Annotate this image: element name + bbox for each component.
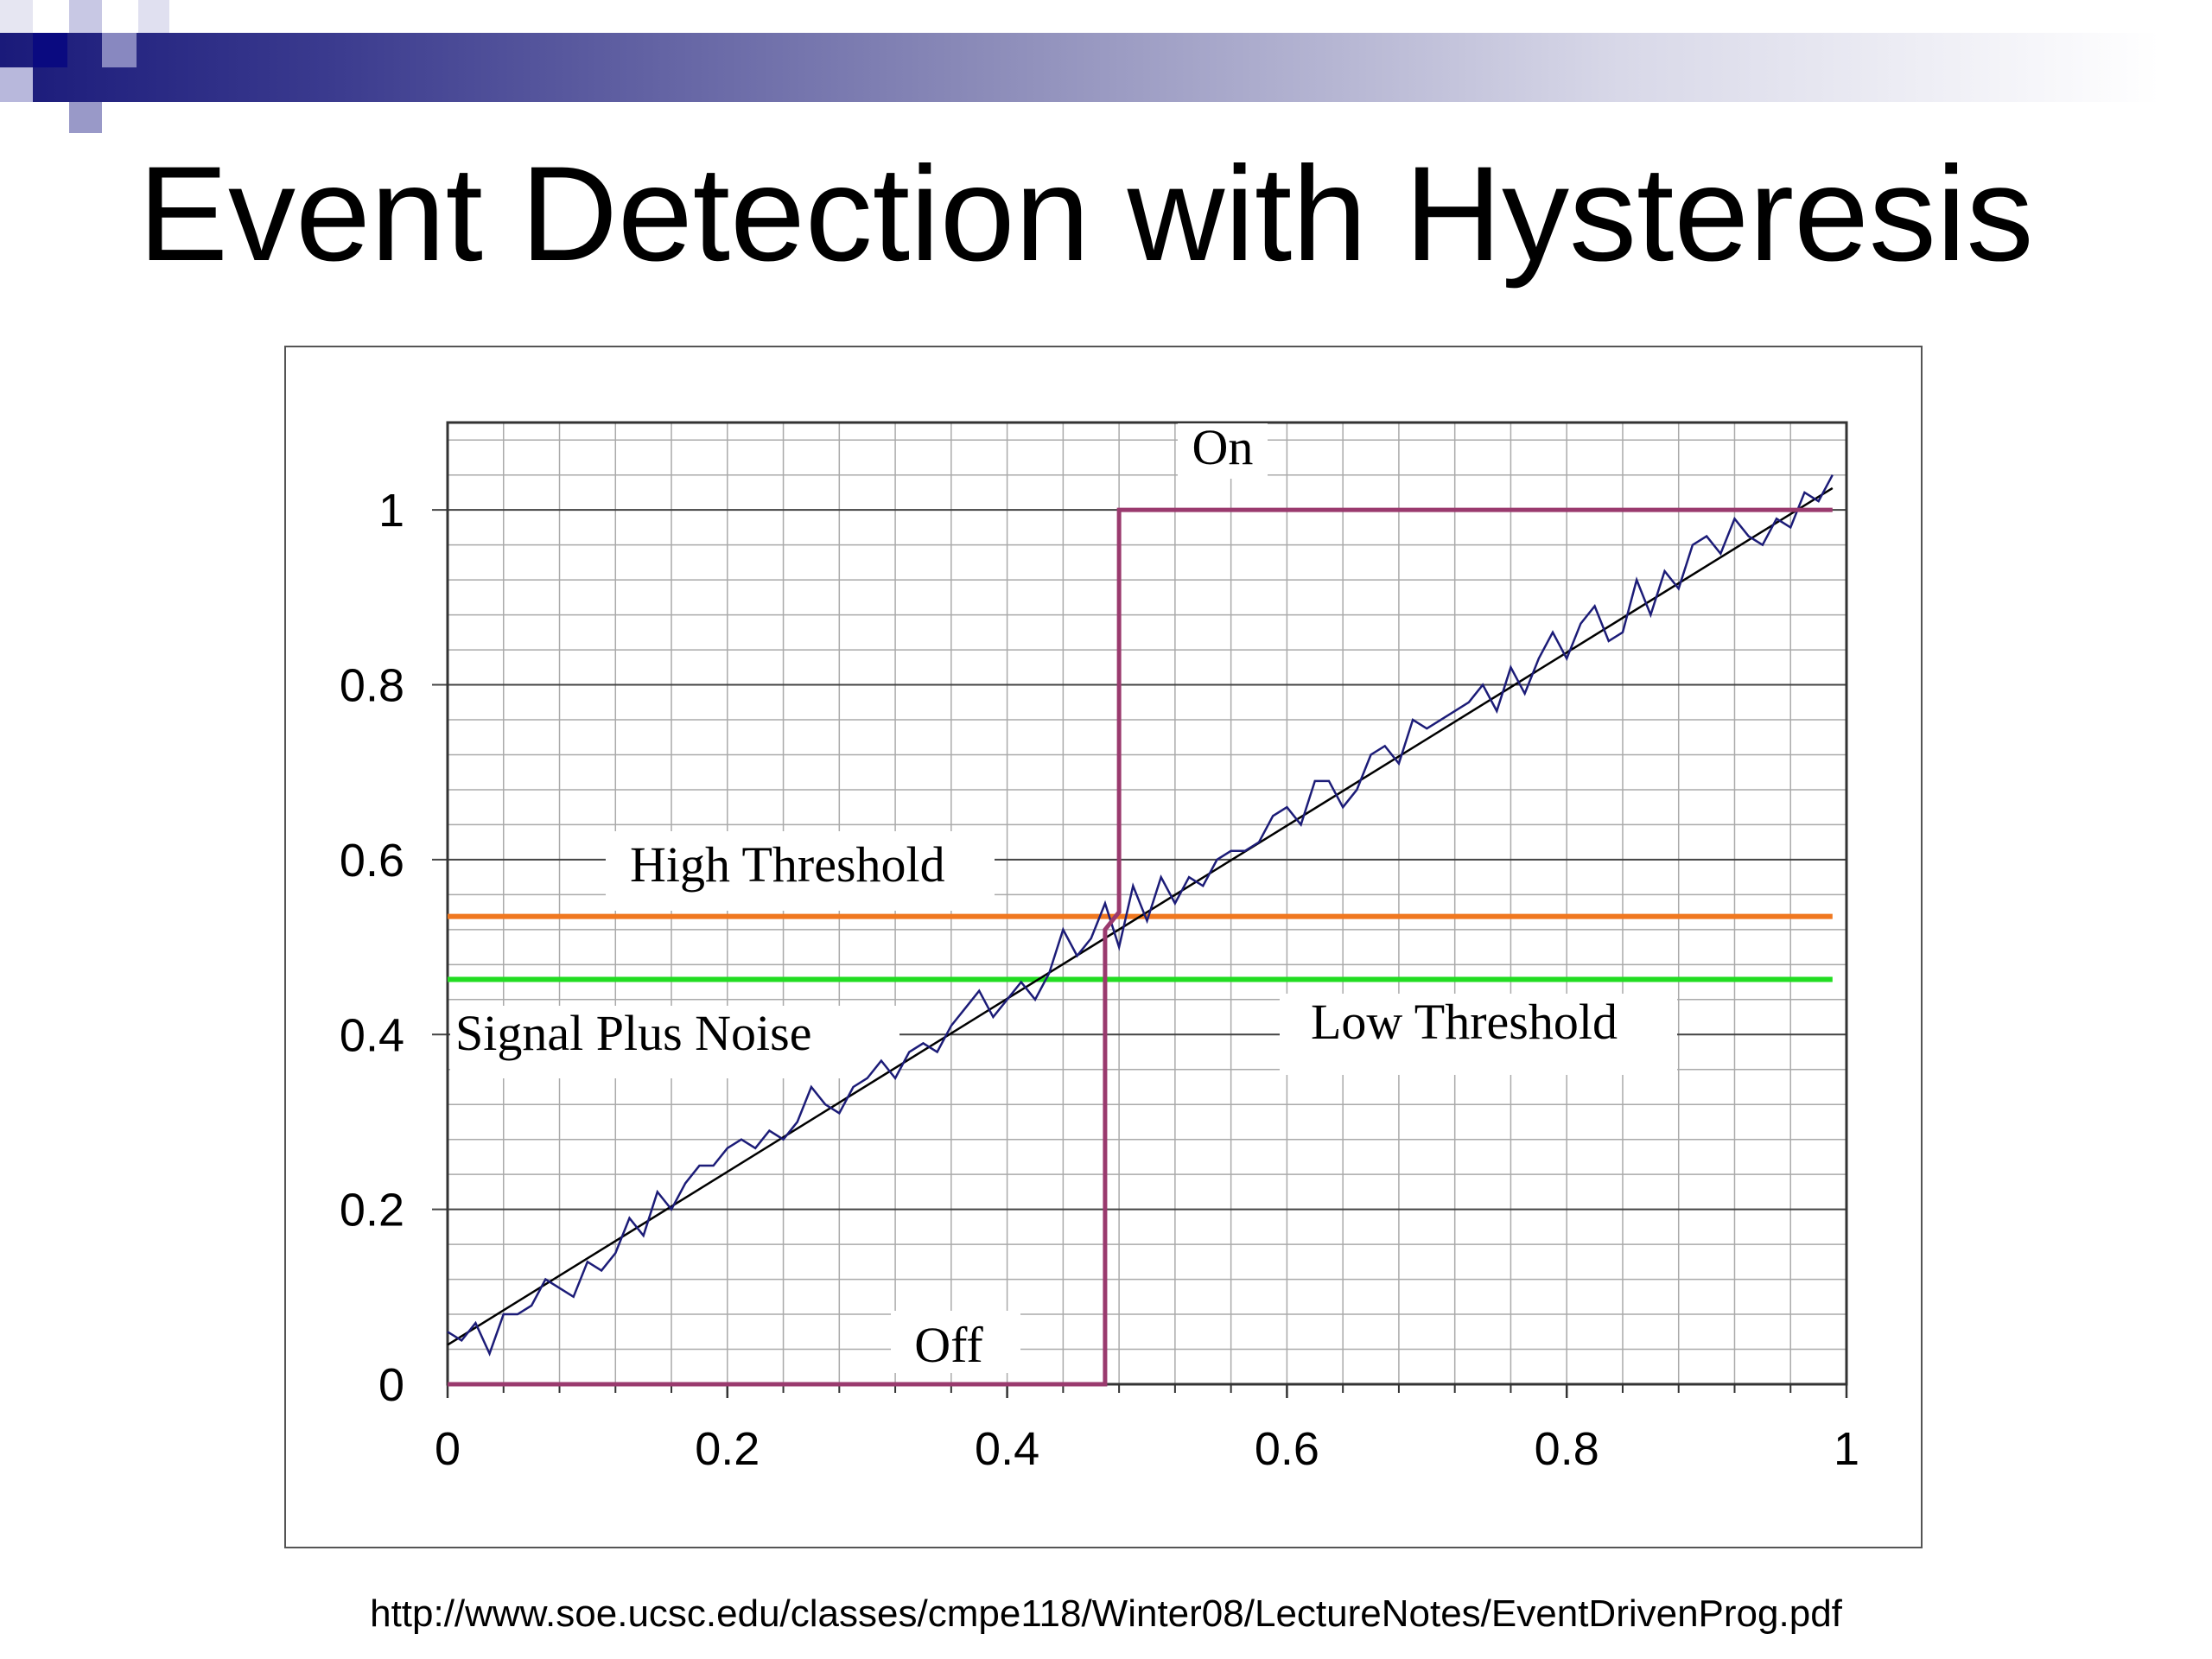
header-square-decoration (0, 0, 33, 33)
header-square-decoration (33, 33, 67, 67)
output-state-line (448, 507, 1833, 1387)
signal-label-background (450, 1006, 899, 1078)
high-threshold-label-background (606, 831, 995, 911)
high-threshold-label: High Threshold (630, 836, 945, 893)
header-gradient-band (0, 33, 2160, 102)
y-tick-label: 0.4 (340, 1009, 404, 1061)
hysteresis-chart: 0 0.2 0.4 0.6 0.8 1 0 0.2 0.4 0.6 0.8 1 On High Thres… (340, 419, 1859, 1475)
x-tick-label: 0.2 (695, 1423, 760, 1475)
y-tick-label: 0.8 (340, 660, 404, 712)
header-square-decoration (69, 102, 102, 133)
x-tick-label: 0.4 (975, 1423, 1039, 1475)
off-label: Off (914, 1317, 983, 1373)
signal-trend-line (447, 486, 1834, 1346)
chart-frame: 0 0.2 0.4 0.6 0.8 1 0 0.2 0.4 0.6 0.8 1 On High Thres… (284, 346, 1923, 1548)
low-threshold-label: Low Threshold (1311, 994, 1618, 1050)
low-threshold-label-background (1280, 994, 1677, 1075)
header-square-decoration (69, 0, 102, 33)
on-label-background (1178, 423, 1268, 479)
slide-title: Event Detection with Hysteresis (138, 139, 2034, 289)
y-tick-label: 0 (378, 1359, 404, 1411)
y-tick-label: 0.2 (340, 1185, 404, 1236)
header-square-decoration (0, 67, 33, 102)
x-tick-label: 0 (435, 1423, 461, 1475)
off-label-background (891, 1311, 1020, 1373)
x-tick-label: 0.8 (1535, 1423, 1599, 1475)
y-tick-label: 1 (378, 485, 404, 537)
header-square-decoration (138, 0, 169, 33)
on-label: On (1192, 419, 1254, 475)
header-square-decoration (102, 33, 137, 67)
signal-plus-noise-line (447, 474, 1834, 1357)
plot-border (446, 421, 1848, 1386)
signal-plus-noise-label: Signal Plus Noise (455, 1005, 812, 1061)
y-tick-label: 0.6 (340, 835, 404, 887)
source-url[interactable]: http://www.soe.ucsc.edu/classes/cmpe118/… (370, 1592, 1842, 1635)
x-tick-label: 0.6 (1255, 1423, 1319, 1475)
x-tick-label: 1 (1834, 1423, 1859, 1475)
